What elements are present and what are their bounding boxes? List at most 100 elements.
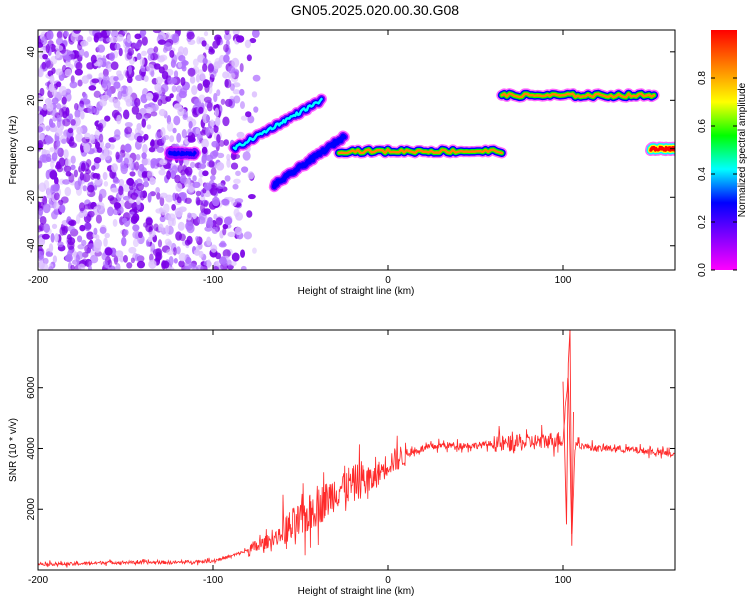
noise-point <box>41 154 49 164</box>
noise-point <box>103 181 109 187</box>
noise-point <box>182 59 188 66</box>
noise-point <box>68 220 75 226</box>
noise-point <box>51 97 59 105</box>
noise-point <box>213 124 219 134</box>
noise-point <box>101 94 110 101</box>
noise-point <box>148 146 156 153</box>
noise-point <box>49 160 55 169</box>
noise-point <box>95 141 101 150</box>
noise-point <box>173 115 181 126</box>
noise-point <box>172 127 177 134</box>
noise-point <box>49 169 58 180</box>
x-tick-label: 0 <box>385 575 391 586</box>
noise-point <box>213 92 218 103</box>
noise-point <box>195 235 200 242</box>
noise-point <box>213 213 218 220</box>
snr-series-line <box>38 377 675 568</box>
noise-point <box>118 178 125 187</box>
noise-point <box>189 161 196 169</box>
noise-point <box>233 178 241 185</box>
noise-point <box>232 183 239 190</box>
noise-point <box>169 49 175 58</box>
noise-point <box>227 231 236 238</box>
noise-point <box>168 267 175 270</box>
noise-point <box>76 126 83 135</box>
noise-point <box>134 97 141 107</box>
noise-point <box>108 96 116 103</box>
noise-point <box>134 33 142 40</box>
noise-point <box>195 190 202 197</box>
noise-point <box>223 216 233 226</box>
noise-point <box>49 147 55 153</box>
noise-point <box>126 76 133 84</box>
noise-point <box>136 196 141 206</box>
noise-point <box>132 238 139 248</box>
spectrogram-ridge <box>337 148 504 155</box>
noise-point <box>64 68 72 77</box>
noise-point <box>224 30 230 36</box>
noise-point <box>236 131 245 139</box>
colorbar-tick-label: 0.6 <box>697 119 708 133</box>
noise-point <box>121 217 128 224</box>
noise-point <box>187 212 192 219</box>
noise-point <box>112 178 120 184</box>
noise-point <box>45 136 54 144</box>
noise-point <box>124 95 133 103</box>
noise-point <box>55 140 61 148</box>
noise-point <box>147 236 153 243</box>
noise-point <box>247 193 256 200</box>
noise-point <box>82 93 88 100</box>
noise-point <box>182 114 189 120</box>
noise-point <box>76 103 85 112</box>
noise-point <box>220 240 226 247</box>
noise-point <box>90 54 97 64</box>
colorbar: 0.0 0.2 0.4 0.6 0.8 Normalized spectral ampl… <box>697 30 748 277</box>
noise-point <box>125 70 130 79</box>
noise-point <box>156 192 161 200</box>
noise-point <box>93 90 101 98</box>
noise-point <box>243 231 253 240</box>
noise-point <box>56 31 63 39</box>
noise-point <box>141 157 149 166</box>
noise-point <box>139 30 147 37</box>
noise-point <box>141 36 148 46</box>
noise-point <box>241 166 249 173</box>
noise-point <box>118 185 124 196</box>
noise-point <box>221 198 230 206</box>
noise-point <box>130 257 135 264</box>
noise-point <box>80 40 89 47</box>
noise-point <box>110 187 119 193</box>
noise-point <box>87 202 94 210</box>
noise-point <box>42 195 48 206</box>
noise-point <box>208 160 215 168</box>
noise-point <box>142 143 148 154</box>
noise-point <box>181 128 187 139</box>
noise-point <box>55 81 62 88</box>
noise-point <box>253 106 259 113</box>
noise-point <box>83 209 88 217</box>
noise-point <box>132 224 140 232</box>
noise-point <box>88 243 95 249</box>
noise-point <box>224 175 231 182</box>
noise-point <box>93 227 98 235</box>
noise-point <box>123 229 129 236</box>
snr-plot-area <box>38 330 675 568</box>
noise-point <box>223 44 229 53</box>
noise-point <box>123 157 129 165</box>
noise-point <box>200 129 207 136</box>
noise-point <box>247 115 255 124</box>
noise-point <box>124 143 132 153</box>
snr-spike <box>562 330 574 546</box>
noise-point <box>198 94 206 103</box>
noise-point <box>218 140 225 147</box>
noise-point <box>51 223 58 229</box>
noise-point <box>75 214 81 224</box>
noise-point <box>214 107 220 117</box>
noise-point <box>48 243 54 253</box>
noise-point <box>39 87 45 97</box>
noise-point <box>38 132 44 141</box>
noise-point <box>74 180 81 191</box>
noise-point <box>206 259 211 269</box>
noise-point <box>102 171 108 181</box>
x-tick-label: -100 <box>203 575 223 586</box>
